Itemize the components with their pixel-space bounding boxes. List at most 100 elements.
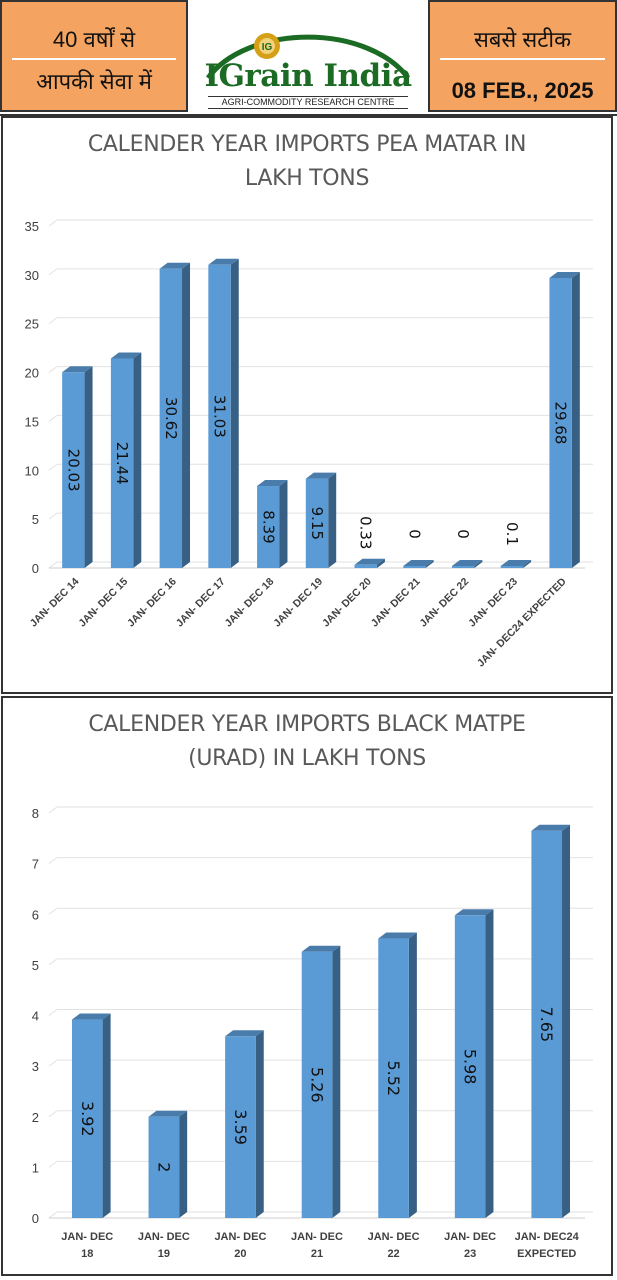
bar-top (62, 366, 93, 373)
bar-side (474, 560, 483, 568)
x-tick-label: JAN- DEC (214, 1231, 266, 1243)
x-tick-label: JAN- DEC 15 (76, 576, 130, 630)
y-tick-label: 0 (32, 561, 39, 576)
gridline (48, 415, 58, 422)
gridline (48, 1059, 58, 1067)
bar-side (571, 271, 580, 568)
bar-side (485, 909, 494, 1218)
y-tick-label: 5 (32, 958, 39, 973)
bar (71, 1019, 103, 1218)
bar-top (257, 480, 288, 487)
chart-title-line2: (URAD) IN LAKH TONS (188, 746, 426, 771)
y-tick-label: 10 (25, 463, 39, 478)
x-tick-label: JAN- DEC 17 (174, 576, 228, 630)
y-tick-label: 20 (25, 366, 39, 381)
bar-side (562, 824, 571, 1218)
bar (257, 486, 280, 568)
bar (208, 264, 231, 568)
x-tick-label: JAN- DEC 16 (125, 576, 179, 630)
data-label: 5.98 (461, 1049, 480, 1085)
x-tick-label: 23 (464, 1248, 476, 1260)
x-tick-label: JAN- DEC (444, 1231, 496, 1243)
y-tick-label: 3 (32, 1059, 39, 1074)
bar-side (230, 258, 239, 568)
bar-top (378, 932, 417, 939)
data-label: 8.39 (259, 510, 277, 543)
pea-imports-chart: CALENDER YEAR IMPORTS PEA MATAR IN LAKH … (1, 116, 613, 694)
gridline (48, 958, 58, 966)
bar-side (179, 1110, 188, 1218)
bar-side (328, 472, 337, 568)
brand-tagline: AGRI-COMMODITY RESEARCH CENTRE (208, 96, 408, 109)
data-label: 0.33 (357, 516, 375, 549)
pea-chart-plot: 0 5 10 15 20 25 30 35 20.03 JAN- DEC 14 21.44 JAN- … (25, 219, 593, 670)
bar-top (549, 271, 580, 278)
bar-top (531, 824, 571, 831)
gridline (48, 561, 58, 569)
y-tick-label: 25 (25, 317, 39, 332)
bar-side (255, 1030, 264, 1218)
bar (62, 372, 85, 568)
bar-side (84, 366, 93, 568)
data-label: 0 (405, 529, 423, 539)
data-label: 31.03 (211, 395, 229, 438)
logo-graphic: IG (205, 33, 411, 80)
x-tick-label: JAN- DEC (291, 1231, 343, 1243)
bar-top (451, 560, 483, 566)
gridline (48, 1110, 58, 1118)
data-label: 29.68 (552, 402, 570, 445)
bar-side (102, 1013, 111, 1218)
x-tick-label: JAN- DEC 18 (223, 576, 277, 630)
x-tick-label: 22 (387, 1248, 399, 1260)
tagline-years: 40 वर्षों से (12, 24, 176, 60)
bar-top (500, 560, 532, 566)
bar-top (301, 945, 341, 952)
y-tick-label: 7 (32, 857, 39, 872)
brand-name: IGrain India (204, 58, 412, 94)
accuracy-tagline: सबसे सटीक (440, 24, 605, 60)
bar-side (182, 262, 191, 568)
bar (454, 915, 486, 1218)
gridline (48, 268, 58, 276)
data-label: 7.65 (537, 1007, 556, 1043)
x-tick-label: 21 (311, 1248, 323, 1260)
data-label: 0 (454, 529, 472, 539)
x-tick-label: JAN- DEC24 EXPECTED (475, 575, 569, 669)
gridline (48, 512, 58, 520)
x-tick-label: 18 (81, 1248, 93, 1260)
bar-side (279, 480, 288, 568)
x-tick-label: JAN- DEC (368, 1231, 420, 1243)
bar-top (71, 1013, 111, 1020)
data-label: 5.52 (384, 1060, 403, 1096)
x-tick-label: JAN- DEC 19 (271, 576, 325, 630)
gridline (48, 219, 58, 227)
bar (305, 478, 329, 568)
data-label: 5.26 (308, 1067, 327, 1103)
bar-side (376, 558, 385, 568)
gridline (48, 366, 58, 373)
data-label: 3.92 (78, 1101, 97, 1137)
x-tick-label: 20 (234, 1248, 246, 1260)
bar (301, 951, 333, 1218)
bar-side (408, 932, 417, 1218)
x-tick-label: JAN- DEC 14 (28, 576, 82, 630)
date-box: सबसे सटीक 08 FEB., 2025 (428, 0, 617, 112)
gridline (48, 1160, 58, 1168)
gridline (48, 463, 58, 471)
bar (451, 566, 475, 568)
bar-top (148, 1110, 188, 1117)
data-label: 9.15 (308, 507, 326, 540)
gridline (48, 1009, 58, 1016)
chart-title-line1: CALENDER YEAR IMPORTS PEA MATAR IN (87, 132, 527, 157)
logo-badge: IG (262, 42, 273, 53)
gridline (48, 857, 58, 865)
bar (403, 566, 426, 568)
bar-side (425, 560, 434, 568)
y-tick-label: 8 (32, 806, 39, 821)
chart-title-line2: LAKH TONS (244, 166, 370, 191)
brand-logo: IG IGrain India AGRI-COMMODITY RESEARCH … (188, 0, 428, 112)
x-tick-label: JAN- DEC24 (515, 1231, 580, 1243)
y-tick-label: 4 (32, 1009, 39, 1024)
bar (531, 830, 563, 1218)
bar-top (110, 352, 142, 359)
